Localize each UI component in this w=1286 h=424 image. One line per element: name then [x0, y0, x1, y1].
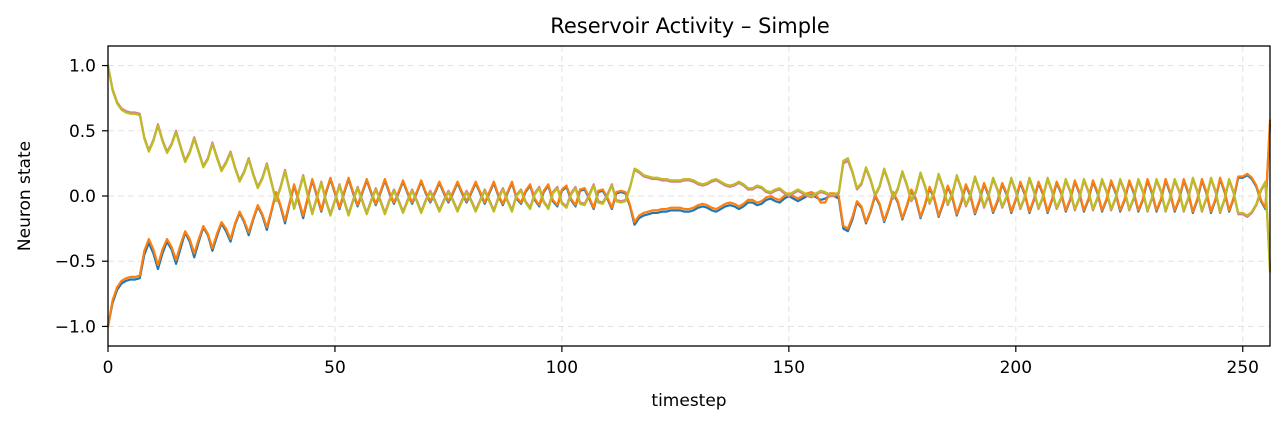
y-tick-label: −0.5	[55, 252, 96, 272]
y-tick-label: 0.0	[69, 187, 96, 207]
x-tick-label: 50	[324, 358, 346, 378]
x-tick-label: 100	[546, 358, 578, 378]
grid	[107, 46, 1270, 346]
series-line-2	[106, 119, 1272, 328]
series-line-4	[106, 64, 1272, 273]
x-axis-ticks: 0 50 100 150 200 250	[103, 346, 1259, 378]
x-tick-label: 250	[1227, 358, 1259, 378]
x-axis-label: timestep	[651, 391, 726, 411]
x-tick-label: 200	[1000, 358, 1032, 378]
chart-title: Reservoir Activity – Simple	[550, 14, 830, 38]
x-tick-label: 150	[773, 358, 805, 378]
y-tick-label: −1.0	[55, 317, 96, 337]
series-lines	[106, 64, 1272, 328]
y-axis-ticks: −1.0 −0.5 0.0 0.5 1.0	[55, 57, 108, 337]
series-line-3	[106, 64, 1272, 269]
y-axis-label: Neuron state	[15, 141, 35, 251]
y-tick-label: 0.5	[69, 122, 96, 142]
series-line-1	[106, 123, 1272, 328]
x-tick-label: 0	[103, 358, 114, 378]
y-tick-label: 1.0	[69, 57, 96, 77]
